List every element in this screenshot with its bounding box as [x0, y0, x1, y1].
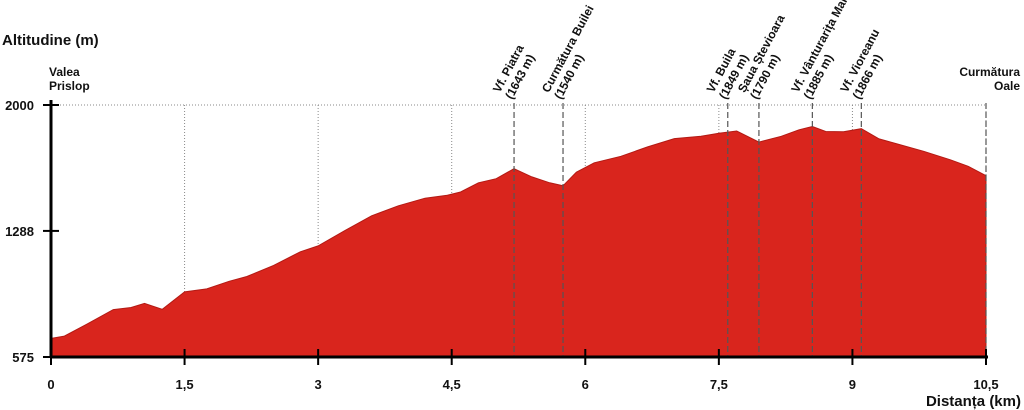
y-tick-label: 2000: [5, 98, 34, 113]
waypoint-label: Curmătura Builei(1540 m): [539, 3, 597, 102]
endpoint-label: Valea: [49, 65, 80, 79]
y-tick-label: 575: [12, 350, 34, 365]
waypoint-label: Vf. Vioreanu(1866 m): [837, 27, 885, 102]
endpoint-label: Oale: [994, 79, 1020, 93]
x-tick-label: 1,5: [176, 377, 194, 392]
y-tick-label: 1288: [5, 224, 34, 239]
x-tick-label: 3: [315, 377, 322, 392]
x-ticks: 0 1,5 3 4,5 6 7,5 9 10,5: [47, 349, 999, 392]
waypoint-lines: [513, 103, 987, 357]
labels: Altitudine (m) Distanța (km): [2, 32, 1021, 410]
x-axis-label: Distanța (km): [926, 393, 1021, 410]
endpoint-label: Prislop: [49, 79, 90, 93]
waypoint-labels: Vf. Piatra(1643 m) Curmătura Builei(1540 …: [490, 0, 885, 102]
x-tick-label: 6: [582, 377, 589, 392]
y-axis-label: Altitudine (m): [2, 32, 99, 49]
endpoint-label: Curmătura: [959, 65, 1020, 79]
x-tick-label: 10,5: [973, 377, 998, 392]
y-ticks: 575 1288 2000: [5, 98, 59, 365]
x-tick-label: 4,5: [443, 377, 461, 392]
x-tick-label: 7,5: [710, 377, 728, 392]
waypoint-label: Vf. Piatra(1643 m): [490, 42, 538, 101]
x-tick-label: 0: [47, 377, 54, 392]
elevation-area: [50, 125, 987, 358]
x-tick-label: 9: [849, 377, 856, 392]
axes: [49, 100, 988, 359]
